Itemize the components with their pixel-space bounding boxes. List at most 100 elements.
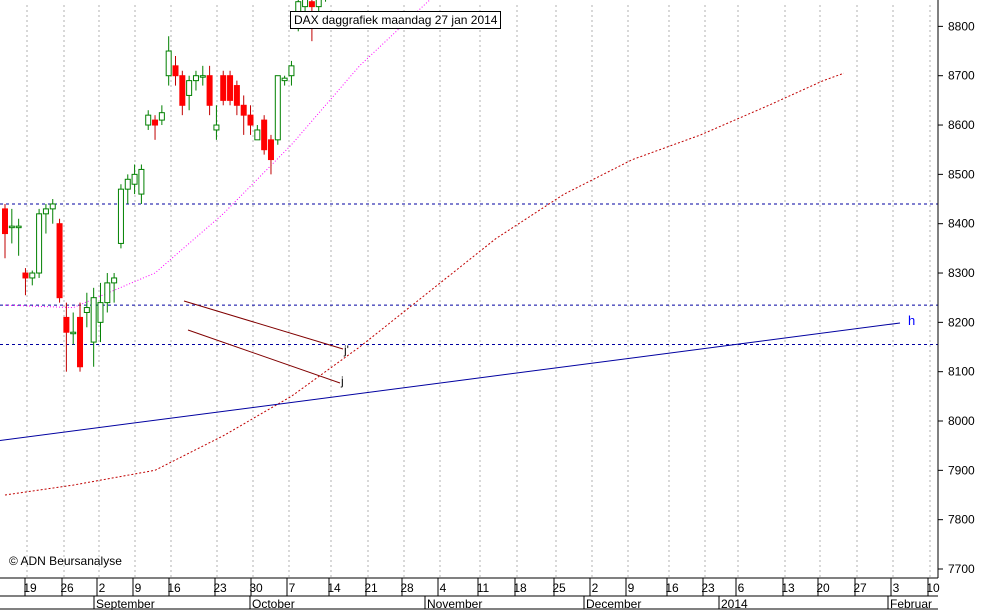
candle-body xyxy=(213,124,220,131)
moving-average-short xyxy=(4,0,431,309)
candle xyxy=(63,302,70,372)
x-tick-label: 16 xyxy=(167,581,181,595)
candle xyxy=(192,70,199,91)
candle xyxy=(199,65,206,86)
y-tick-label: 8200 xyxy=(948,315,975,329)
candle-body xyxy=(29,272,36,279)
candle xyxy=(220,70,227,106)
candle-body xyxy=(240,104,247,116)
candle xyxy=(152,115,159,140)
candle-body xyxy=(104,282,111,304)
channel-lower-line xyxy=(187,329,341,384)
candle-body xyxy=(22,272,29,279)
candle-body xyxy=(56,223,63,299)
candle-body xyxy=(77,316,84,368)
candle-body xyxy=(138,168,145,195)
candle xyxy=(179,70,186,116)
candle-body xyxy=(158,112,165,121)
candle xyxy=(117,184,124,249)
candle xyxy=(42,203,49,234)
candle-body xyxy=(36,213,43,274)
x-tick-label: 2 xyxy=(99,581,106,595)
candle-body xyxy=(124,178,131,190)
y-tick-label: 8700 xyxy=(948,69,975,83)
candle-body xyxy=(199,75,206,78)
y-tick-label: 8000 xyxy=(948,414,975,428)
candle xyxy=(267,134,274,175)
candle xyxy=(131,164,138,195)
candle xyxy=(104,273,111,313)
x-tick-label: 25 xyxy=(552,581,566,595)
candle-body xyxy=(254,129,261,141)
candle-body xyxy=(179,75,186,106)
candle-body xyxy=(2,208,8,235)
candle xyxy=(247,105,254,135)
horizontal-lines xyxy=(0,203,938,346)
x-tick-label: 26 xyxy=(60,581,74,595)
candle xyxy=(186,75,193,111)
support-line-label: h xyxy=(908,313,915,328)
y-tick-label: 8800 xyxy=(948,19,975,33)
x-tick-label: 6 xyxy=(738,581,745,595)
candle xyxy=(261,115,268,155)
candle-body xyxy=(97,302,104,323)
candle xyxy=(165,36,172,86)
candle-body xyxy=(267,139,274,161)
candle xyxy=(138,164,145,204)
candle xyxy=(254,125,261,141)
candle-body xyxy=(302,0,309,8)
candle-body xyxy=(261,119,268,151)
candle-body xyxy=(165,50,172,77)
x-tick-label: 14 xyxy=(327,581,341,595)
candle-body xyxy=(274,75,281,141)
y-tick-label: 7700 xyxy=(948,562,975,576)
x-tick-label: 20 xyxy=(816,581,830,595)
x-tick-label: 9 xyxy=(628,581,635,595)
candle xyxy=(325,0,327,2)
lower-channel-label: j xyxy=(340,374,344,388)
moving-averages xyxy=(4,0,845,496)
candle-body xyxy=(233,85,240,106)
candle-body xyxy=(308,1,315,8)
y-tick-label: 8300 xyxy=(948,266,975,280)
x-tick-label: 10 xyxy=(926,581,940,595)
candle xyxy=(29,270,36,286)
candle-body xyxy=(315,0,322,8)
candle-body xyxy=(172,65,179,77)
month-label: October xyxy=(252,597,295,610)
candle-body xyxy=(152,119,159,126)
moving-average-long xyxy=(4,72,845,496)
candle xyxy=(56,218,63,303)
candle-body xyxy=(63,316,70,333)
candle-body xyxy=(8,225,15,229)
x-tick-label: 11 xyxy=(477,581,490,595)
x-tick-label: 7 xyxy=(289,581,296,595)
candle xyxy=(70,312,77,345)
candle xyxy=(288,60,295,86)
trendlines: j' j h xyxy=(0,300,915,442)
x-tick-label: 3 xyxy=(893,581,900,595)
candle-body xyxy=(281,77,288,82)
candle xyxy=(97,282,104,343)
candle-body xyxy=(206,75,213,106)
x-tick-label: 13 xyxy=(781,581,795,595)
candle-body xyxy=(111,277,118,284)
x-tick-label: 27 xyxy=(853,581,867,595)
candle xyxy=(22,268,29,296)
candle xyxy=(145,110,152,130)
candle xyxy=(83,292,90,328)
candle xyxy=(90,287,97,367)
month-label: December xyxy=(586,597,641,610)
chart-title: DAX daggrafiek maandag 27 jan 2014 xyxy=(290,11,502,29)
candle xyxy=(8,208,15,244)
x-tick-label: 4 xyxy=(440,581,447,595)
x-tick-label: 23 xyxy=(701,581,715,595)
candle-body xyxy=(117,188,124,244)
candle-body xyxy=(70,331,77,335)
y-tick-label: 8400 xyxy=(948,217,975,231)
support-trendline xyxy=(0,322,901,442)
candle xyxy=(227,70,234,106)
candle xyxy=(2,203,8,259)
